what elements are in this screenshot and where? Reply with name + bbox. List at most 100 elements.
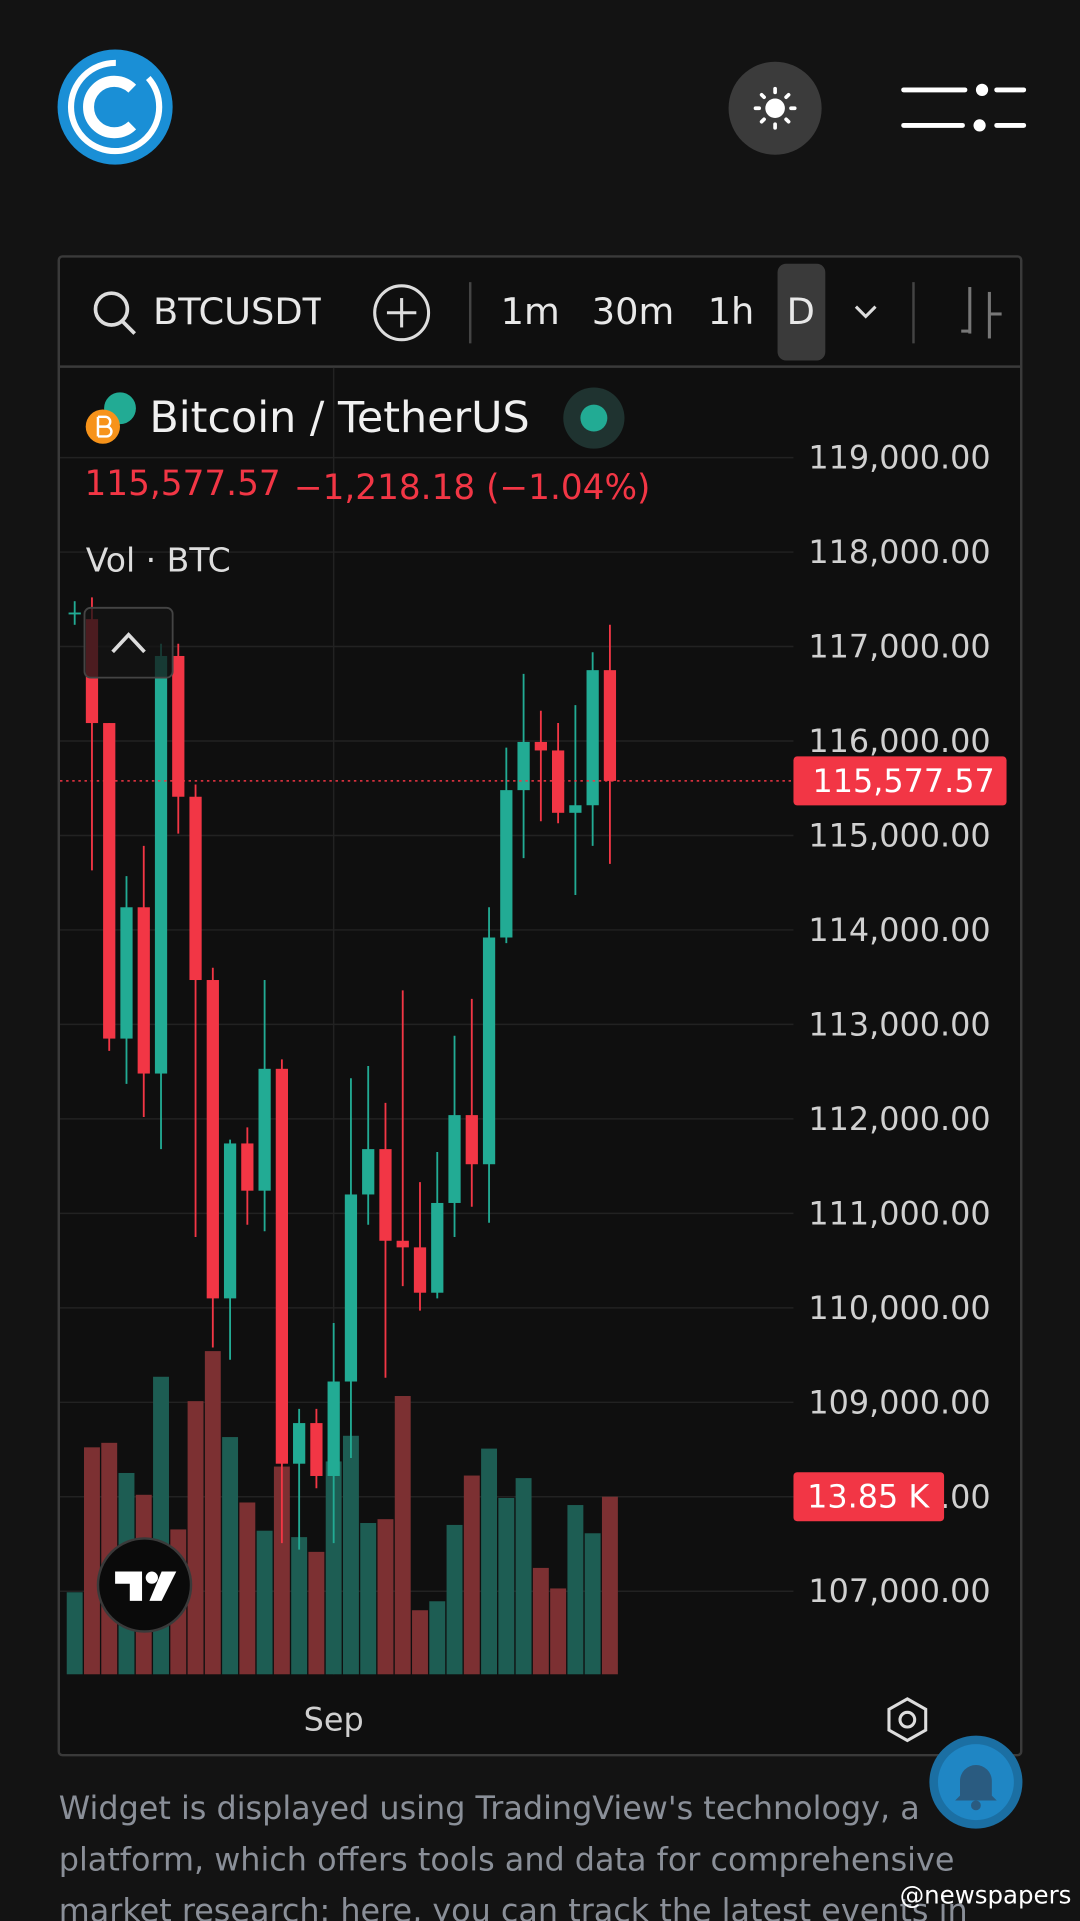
- volume-bar: [325, 1461, 342, 1675]
- candle-body: [275, 1068, 288, 1464]
- candle-body: [396, 1240, 409, 1248]
- volume-bar: [222, 1437, 239, 1675]
- volume-bar: [377, 1519, 394, 1675]
- candle-body: [120, 907, 133, 1039]
- add-symbol-button[interactable]: [373, 284, 431, 342]
- volume-bar: [515, 1478, 532, 1675]
- footer: Widget is displayed using TradingView's …: [59, 1789, 968, 1921]
- candle-body: [258, 1068, 271, 1191]
- interval-button[interactable]: 30m: [592, 290, 675, 333]
- y-tick-label: 115,000.00: [808, 816, 990, 854]
- disclaimer-line: platform, which offers tools and data fo…: [59, 1840, 955, 1878]
- volume-bar: [584, 1533, 601, 1675]
- volume-bar: [256, 1530, 273, 1675]
- last-price-badge: [793, 756, 1007, 806]
- notification-button[interactable]: [929, 1735, 1023, 1829]
- volume-bar: [601, 1496, 618, 1675]
- candle-body: [482, 937, 496, 1165]
- status-dot: [580, 404, 608, 432]
- candle-body: [103, 723, 116, 1039]
- y-tick-label: 119,000.00: [808, 439, 990, 477]
- watermark: @newspapers: [900, 1880, 1072, 1909]
- candle-body: [344, 1194, 358, 1382]
- chart-type-icon[interactable]: [961, 287, 1002, 339]
- volume-bar: [481, 1448, 498, 1675]
- candle-body: [534, 741, 547, 751]
- volume-bar: [239, 1502, 256, 1675]
- candle-body: [310, 1423, 323, 1476]
- volume-bar: [308, 1551, 325, 1675]
- y-tick-label: 111,000.00: [808, 1194, 990, 1232]
- candle-body: [586, 670, 599, 806]
- candle-body: [431, 1202, 444, 1293]
- candle-body: [172, 655, 185, 797]
- interval-selected-bg: [777, 263, 826, 361]
- y-tick-label: 116,000.00: [808, 722, 990, 760]
- volume-bar: [429, 1601, 446, 1675]
- volume-bar: [394, 1396, 411, 1675]
- tradingview-logo[interactable]: [96, 1537, 193, 1633]
- last-volume-badge: [793, 1472, 945, 1522]
- widget-frame: [57, 255, 1023, 1757]
- candle-body: [362, 1149, 375, 1195]
- y-tick-label: 109,000.00: [808, 1383, 990, 1421]
- logo[interactable]: [57, 49, 173, 165]
- candle-body: [500, 790, 513, 938]
- volume-bar: [498, 1497, 515, 1675]
- collapse-legend-button[interactable]: [83, 606, 174, 679]
- candle-body: [465, 1115, 478, 1165]
- legend-title: Bitcoin / TetherUS: [149, 393, 529, 443]
- disclaimer-line: market research: here, you can track the…: [59, 1892, 968, 1921]
- menu-button[interactable]: [901, 83, 1027, 132]
- symbol-input[interactable]: BTCUSDT: [153, 290, 326, 333]
- plot-area: [66, 597, 618, 1675]
- legend-change: −1,218.18 (−1.04%): [294, 468, 651, 508]
- symbol-icon: [85, 392, 136, 444]
- volume-bar: [360, 1523, 377, 1675]
- settings-button[interactable]: [887, 1697, 928, 1743]
- volume-bar: [567, 1505, 584, 1675]
- y-tick-label: 107,000.00: [808, 1572, 990, 1610]
- candle-body: [379, 1149, 392, 1241]
- candle-body: [241, 1143, 254, 1191]
- interval-button[interactable]: D: [787, 290, 815, 333]
- volume-bar: [273, 1466, 290, 1675]
- volume-bar: [446, 1524, 463, 1675]
- volume-bar: [412, 1610, 428, 1675]
- volume-bar: [532, 1567, 549, 1675]
- volume-bar: [342, 1435, 359, 1675]
- volume-legend: Vol · BTC: [86, 541, 231, 580]
- candle-body: [154, 655, 168, 1074]
- volume-bar: [204, 1351, 221, 1675]
- candle-body: [68, 612, 81, 615]
- candle-body: [293, 1423, 306, 1464]
- y-tick-label: 110,000.00: [808, 1289, 990, 1327]
- y-tick-label: 118,000.00: [808, 533, 990, 571]
- volume-bar: [550, 1588, 567, 1675]
- theme-toggle[interactable]: [728, 61, 822, 155]
- candle-body: [206, 980, 219, 1299]
- x-tick-label: Sep: [304, 1701, 364, 1739]
- volume-bar: [187, 1401, 204, 1675]
- volume-bar: [66, 1592, 83, 1675]
- volume-bar: [291, 1537, 308, 1675]
- interval-button[interactable]: 1h: [708, 290, 755, 333]
- legend-last-price: 115,577.57: [84, 464, 280, 504]
- interval-chevron[interactable]: [854, 305, 877, 319]
- y-tick-label: 112,000.00: [808, 1100, 990, 1138]
- candle-body: [189, 796, 202, 981]
- y-tick-label: 114,000.00: [808, 911, 990, 949]
- search-icon[interactable]: [93, 291, 136, 335]
- candle-body: [448, 1115, 461, 1203]
- last-price-label: 115,577.57: [813, 762, 995, 800]
- candle-body: [517, 741, 530, 791]
- volume-bar: [84, 1447, 100, 1675]
- volume-bar: [463, 1475, 480, 1675]
- interval-button[interactable]: 1m: [501, 290, 560, 333]
- candle-body: [223, 1143, 237, 1299]
- y-tick-label: 117,000.00: [808, 628, 990, 666]
- candle-body: [327, 1381, 340, 1476]
- y-tick-label: 113,000.00: [808, 1005, 990, 1043]
